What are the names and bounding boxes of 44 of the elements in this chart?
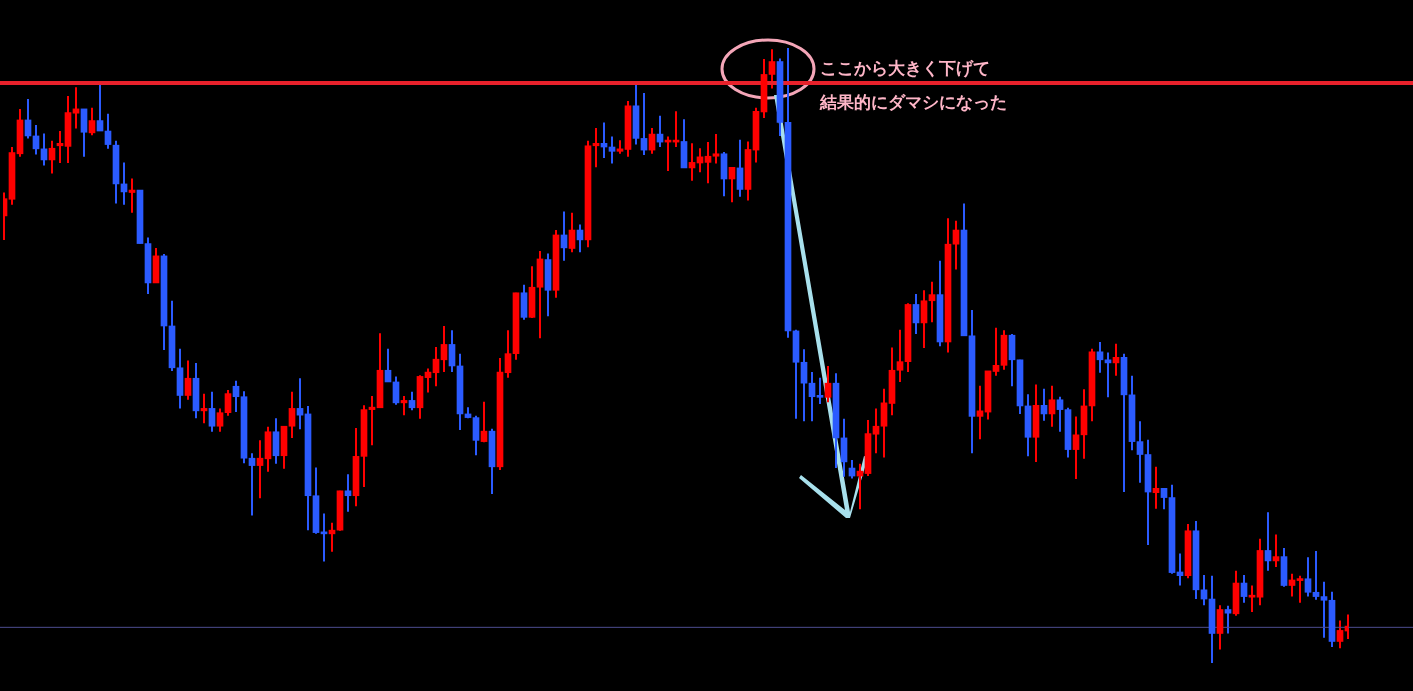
candlestick [896, 328, 904, 383]
candlestick [216, 407, 224, 433]
candlestick [184, 359, 192, 401]
candlestick [1304, 556, 1312, 598]
candlestick [568, 211, 576, 254]
candlestick [1048, 384, 1056, 428]
candlestick [1224, 604, 1232, 635]
candlestick [208, 390, 216, 433]
candlestick [288, 390, 296, 439]
candlestick [1248, 584, 1256, 613]
candlestick [1104, 351, 1112, 399]
candlestick [1152, 465, 1160, 510]
candlestick [1136, 420, 1144, 484]
candlestick [920, 289, 928, 350]
candlestick [1312, 550, 1320, 601]
candlestick [800, 348, 808, 423]
candlestick [1296, 574, 1304, 604]
candlestick [1056, 395, 1064, 433]
candlestick [912, 293, 920, 335]
candlestick [824, 364, 832, 404]
candlestick [992, 326, 1000, 377]
candlestick [88, 106, 96, 137]
candlestick [224, 388, 232, 417]
candlestick [1200, 574, 1208, 607]
candlestick [768, 48, 776, 90]
candlestick [928, 280, 936, 324]
candlestick [872, 407, 880, 455]
candlestick [1320, 580, 1328, 639]
candlestick [712, 133, 720, 165]
annotation: ここから大きく下げて [820, 58, 990, 79]
candlestick [440, 324, 448, 374]
candlestick [1160, 487, 1168, 511]
candlestick [1336, 619, 1344, 650]
candlestick [608, 135, 616, 165]
candlestick [952, 219, 960, 271]
candlestick [472, 414, 480, 457]
candlestick [816, 376, 824, 406]
annotation: 結果的にダマシになった [819, 92, 1007, 113]
candlestick [504, 329, 512, 379]
candlestick [72, 86, 80, 130]
candlestick [344, 473, 352, 513]
candlestick [1272, 533, 1280, 569]
candlestick [704, 141, 712, 185]
candlestick [1096, 340, 1104, 374]
